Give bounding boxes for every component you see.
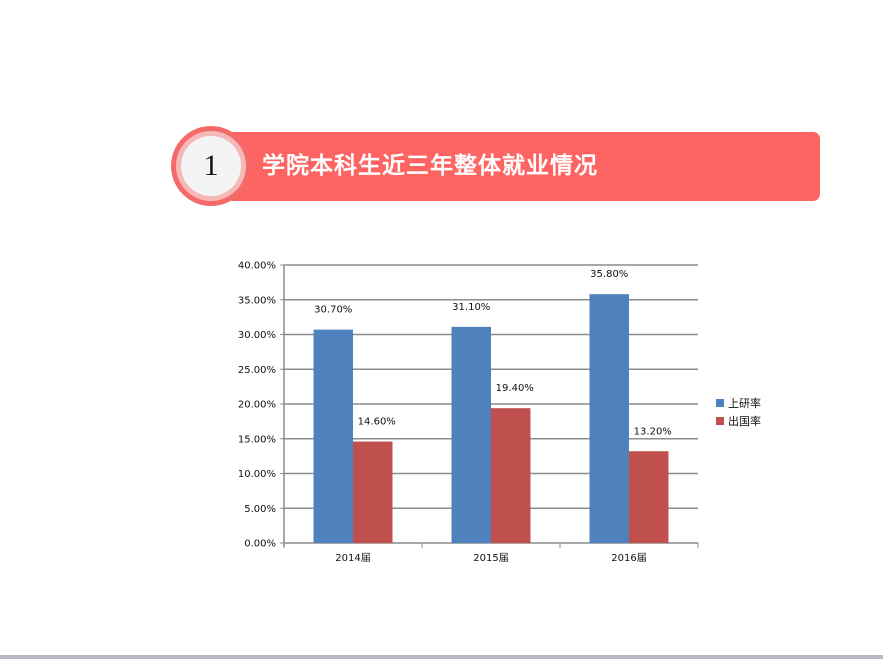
y-tick-label: 30.00% xyxy=(238,330,276,341)
bar-postgrad xyxy=(589,294,629,543)
data-label: 19.40% xyxy=(496,383,534,394)
bar-abroad xyxy=(491,408,531,543)
y-tick-label: 5.00% xyxy=(244,504,276,515)
y-tick-label: 20.00% xyxy=(238,400,276,411)
legend-swatch xyxy=(716,417,724,425)
bar-postgrad xyxy=(313,329,353,543)
y-tick-label: 10.00% xyxy=(238,469,276,480)
data-label: 31.10% xyxy=(452,302,490,313)
bar-abroad xyxy=(353,441,393,543)
bottom-divider xyxy=(0,655,883,659)
section-title: 学院本科生近三年整体就业情况 xyxy=(262,152,598,179)
bar-postgrad xyxy=(451,326,491,543)
x-tick-label: 2015届 xyxy=(473,552,508,564)
bar-abroad xyxy=(629,451,669,543)
data-label: 30.70% xyxy=(314,305,352,316)
y-tick-label: 0.00% xyxy=(244,539,276,550)
y-tick-label: 40.00% xyxy=(238,261,276,272)
y-tick-label: 35.00% xyxy=(238,295,276,306)
x-tick-label: 2016届 xyxy=(611,552,646,564)
section-number: 1 xyxy=(181,136,241,196)
data-label: 13.20% xyxy=(634,426,672,437)
legend-label: 上研率 xyxy=(728,396,761,410)
y-tick-label: 15.00% xyxy=(238,434,276,445)
legend-label: 出国率 xyxy=(728,414,761,428)
legend-swatch xyxy=(716,399,724,407)
section-banner xyxy=(226,132,820,201)
x-tick-label: 2014届 xyxy=(335,552,370,564)
y-tick-label: 25.00% xyxy=(238,365,276,376)
data-label: 35.80% xyxy=(590,269,628,280)
data-label: 14.60% xyxy=(358,417,396,428)
